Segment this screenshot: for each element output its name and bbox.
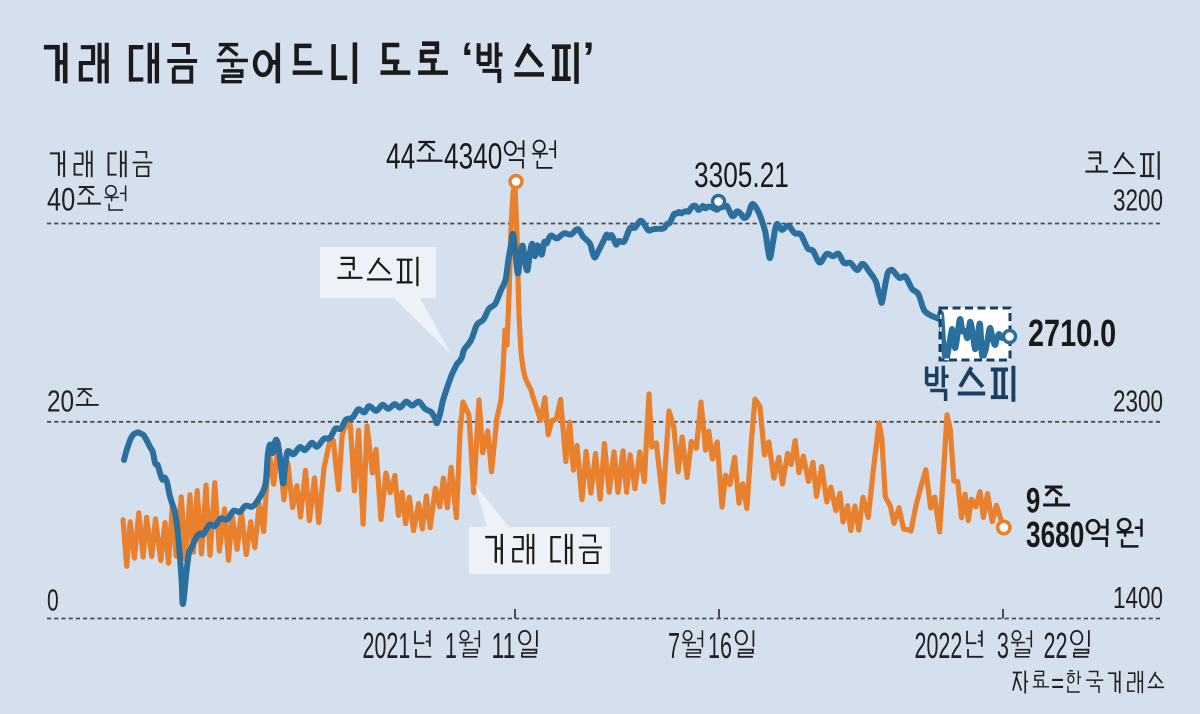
svg-text:1: 1 (445, 626, 457, 666)
svg-text:3305.21: 3305.21 (694, 156, 789, 195)
svg-text:4340: 4340 (444, 136, 502, 177)
svg-text:‘: ‘ (461, 33, 473, 82)
svg-text:3: 3 (997, 626, 1009, 666)
svg-text:2021: 2021 (363, 626, 411, 666)
svg-text:11: 11 (492, 626, 516, 666)
svg-text:=: = (1051, 668, 1064, 700)
svg-text:0: 0 (47, 583, 59, 618)
svg-text:’: ’ (583, 33, 595, 82)
svg-text:2710.0: 2710.0 (1028, 312, 1116, 355)
svg-text:2022: 2022 (915, 626, 963, 666)
svg-text:1400: 1400 (1113, 580, 1163, 615)
svg-text:3680: 3680 (1026, 514, 1084, 555)
svg-text:40: 40 (47, 182, 75, 218)
svg-text:2300: 2300 (1113, 384, 1163, 419)
svg-text:16: 16 (708, 626, 732, 666)
svg-text:7: 7 (668, 626, 680, 666)
svg-text:22: 22 (1044, 626, 1068, 666)
svg-text:44: 44 (386, 136, 415, 177)
svg-text:3200: 3200 (1113, 183, 1163, 218)
svg-text:9: 9 (1026, 482, 1040, 521)
svg-text:20: 20 (47, 384, 74, 419)
